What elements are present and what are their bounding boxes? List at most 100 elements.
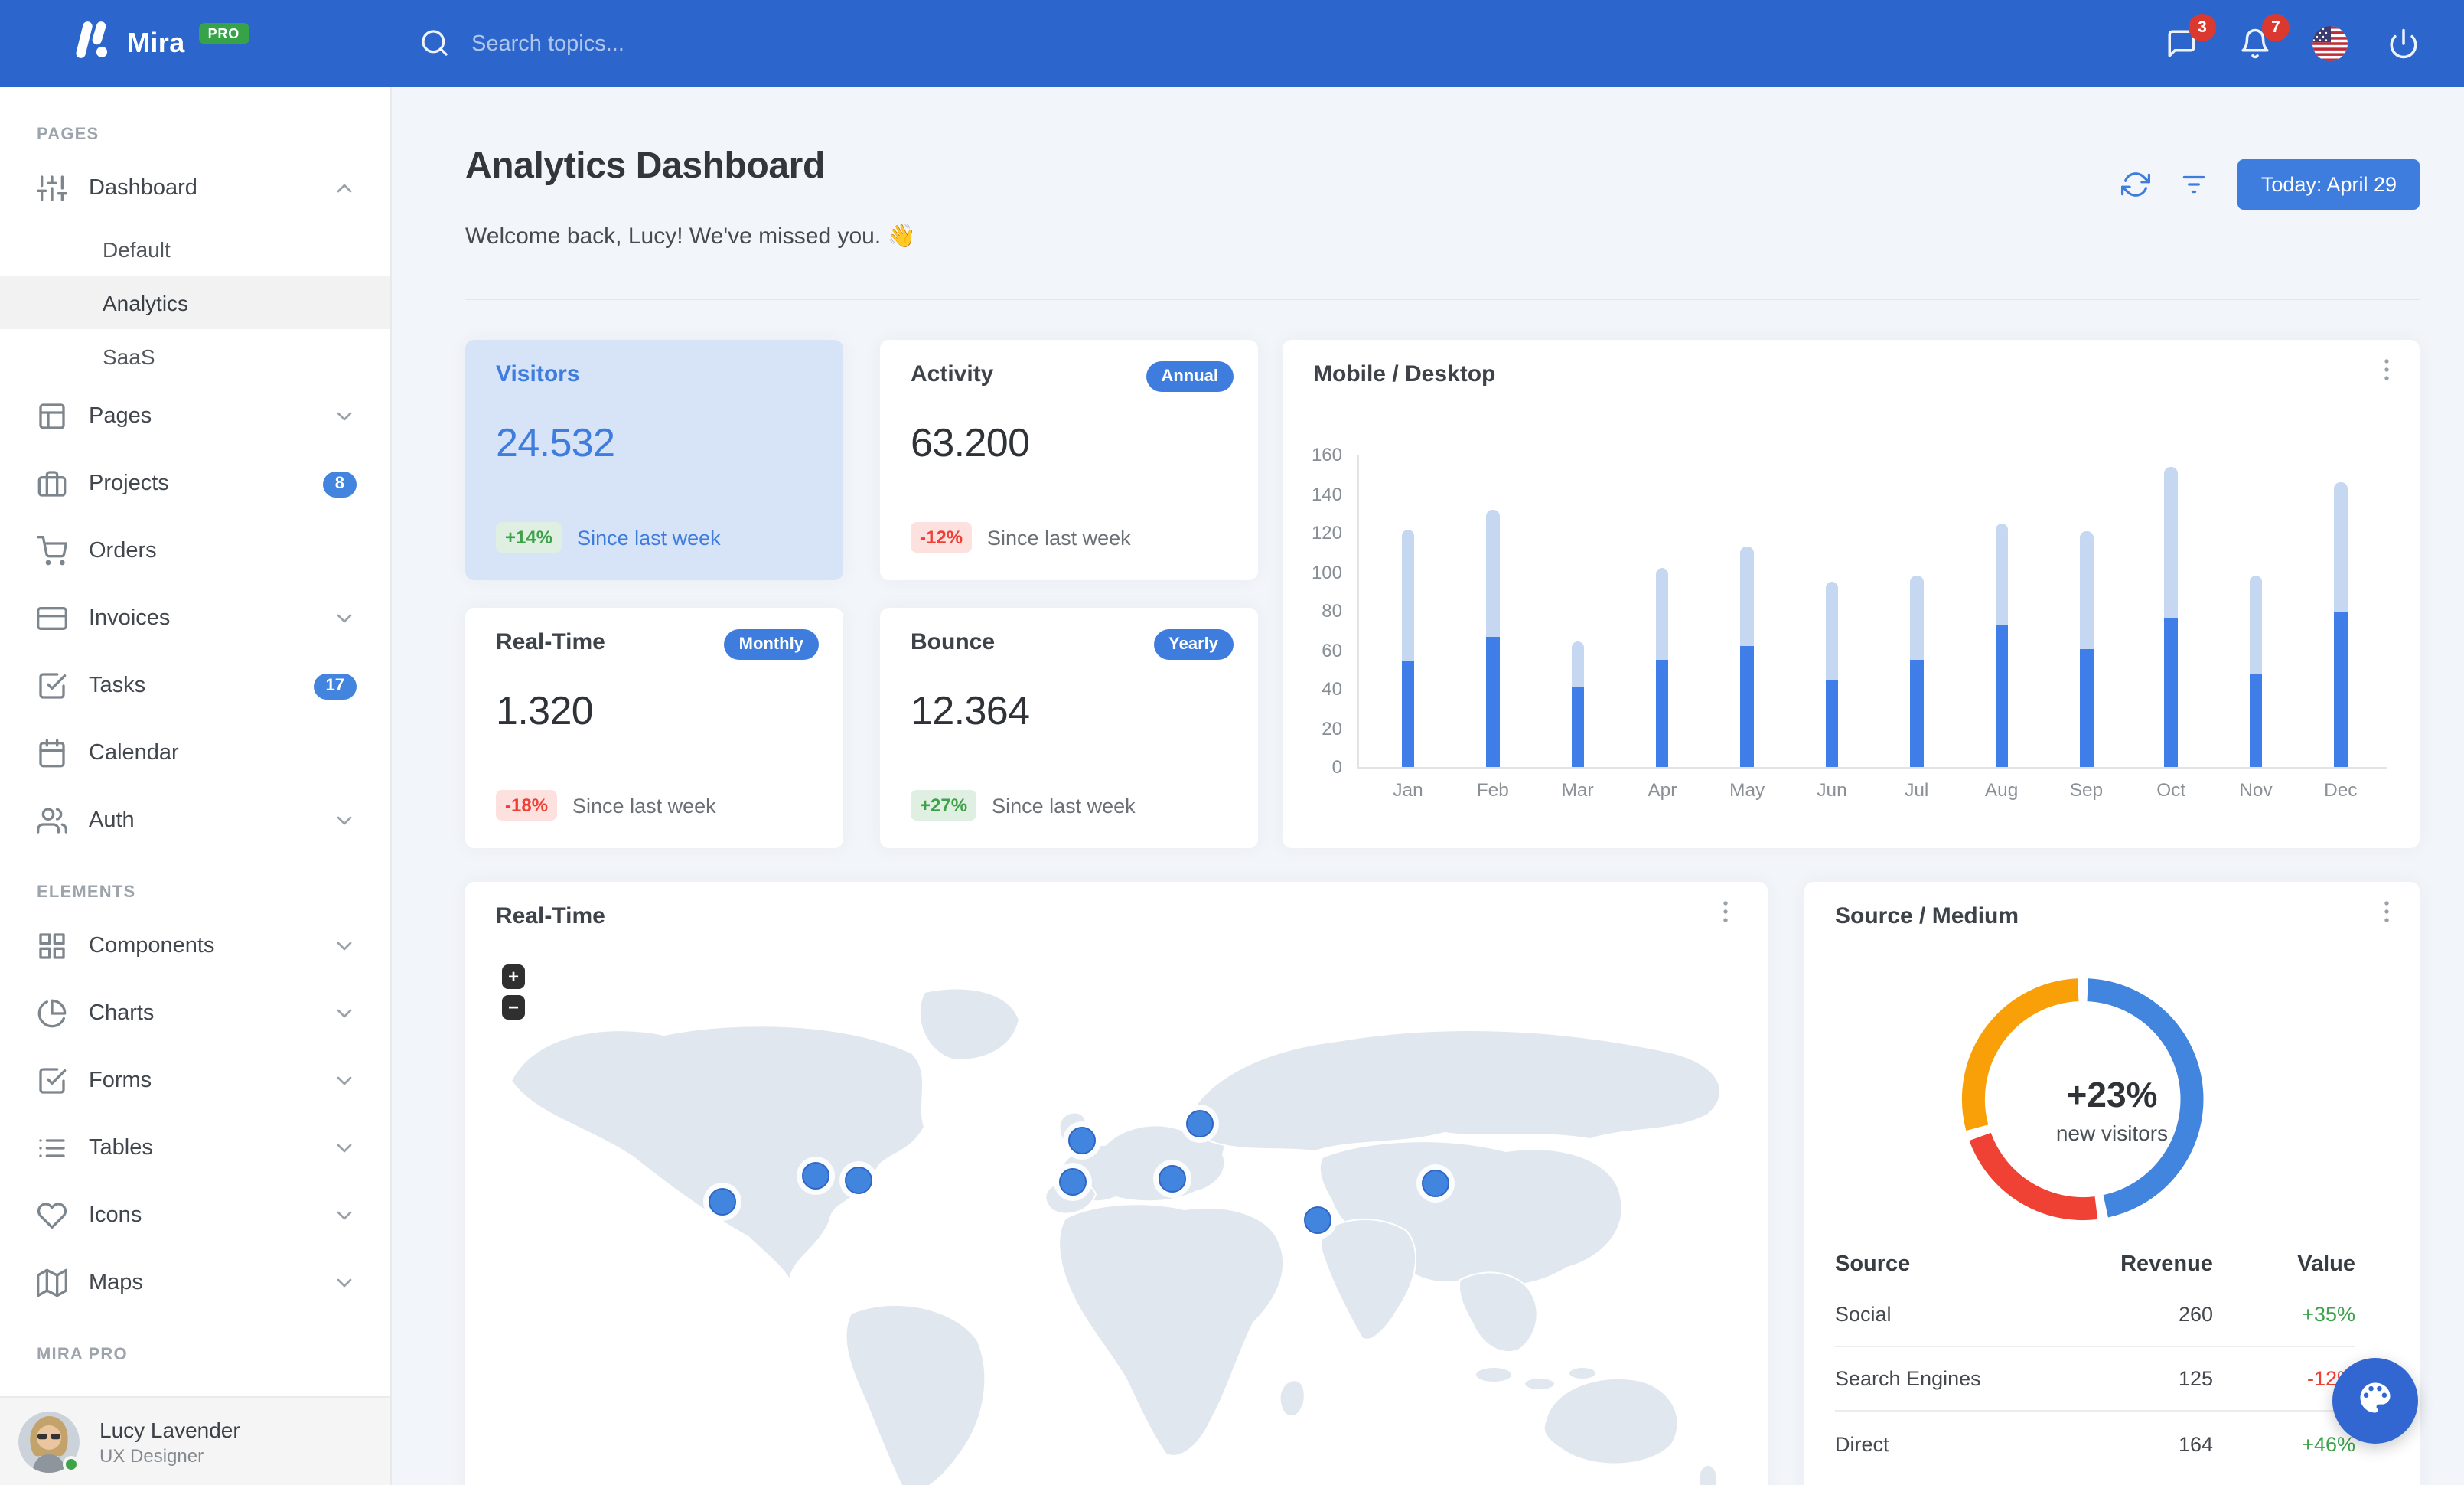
bar-apr[interactable] [1655, 567, 1669, 767]
sidebar-item-projects[interactable]: Projects 8 [0, 450, 390, 517]
stat-title: Real-Time [496, 629, 605, 655]
bar-feb[interactable] [1486, 509, 1500, 767]
map-marker-new-york[interactable] [839, 1161, 878, 1199]
x-axis-label: May [1729, 779, 1765, 801]
donut-slice-direct[interactable] [1961, 978, 2079, 1131]
map-marker-beijing[interactable] [1416, 1164, 1455, 1203]
bar-oct[interactable] [2164, 466, 2178, 767]
stat-card-bounce: Bounce Yearly 12.364 +27% Since last wee… [880, 608, 1258, 848]
donut-slice-search-engines[interactable] [1969, 1132, 2098, 1221]
main-content: Analytics Dashboard Welcome back, Lucy! … [392, 87, 2464, 1485]
world-map[interactable] [465, 974, 1768, 1485]
chevron-down-icon [332, 808, 357, 833]
sidebar-item-charts[interactable]: Charts [0, 980, 390, 1047]
filter-icon[interactable] [2180, 169, 2211, 200]
sidebar-item-icons[interactable]: Icons [0, 1182, 390, 1249]
us-flag-icon language-button[interactable] [2312, 26, 2348, 61]
sidebar-item-pages[interactable]: Pages [0, 383, 390, 450]
power-button logout-button[interactable] [2387, 27, 2421, 60]
map-marker-london[interactable] [1063, 1121, 1101, 1160]
bar-sep[interactable] [2080, 530, 2093, 767]
bar-nov[interactable] [2249, 576, 2263, 767]
map-marker-istanbul[interactable] [1153, 1160, 1191, 1198]
cell-revenue: 260 [2178, 1303, 2213, 1326]
brand[interactable]: Mira PRO [0, 17, 392, 70]
header-divider [465, 299, 2420, 300]
sidebar-item-orders[interactable]: Orders [0, 517, 390, 585]
map-icon [37, 1268, 68, 1298]
sidebar-section-label: MIRA PRO [37, 1346, 128, 1364]
check-square-icon [37, 671, 67, 701]
more-vertical-icon card-menu-button[interactable] [2372, 897, 2401, 926]
region-india [1320, 1219, 1416, 1340]
sidebar-item-label: Icons [89, 1203, 142, 1228]
sidebar-item-forms[interactable]: Forms [0, 1047, 390, 1115]
continent-africa [1058, 1203, 1285, 1457]
bar-jul[interactable] [1910, 576, 1924, 767]
sidebar-item-label: Dashboard [89, 176, 197, 201]
stat-caption: Since last week [987, 526, 1131, 549]
bar-may[interactable] [1740, 546, 1754, 767]
island-indonesia-1 [1475, 1366, 1513, 1383]
sidebar-item-components[interactable]: Components [0, 912, 390, 980]
briefcase-icon [37, 468, 67, 499]
sidebar-badge: 8 [322, 471, 357, 497]
sidebar-section-label: ELEMENTS [37, 883, 136, 902]
messages-button[interactable]: 3 [2166, 13, 2216, 60]
stat-card-visitors: Visitors 24.532 +14% Since last week [465, 340, 843, 580]
region-se-asia [1459, 1271, 1538, 1353]
continent-south-america [845, 1304, 986, 1485]
search-icon [419, 27, 453, 60]
sidebar-item-label: Tables [89, 1136, 153, 1160]
sidebar-item-maps[interactable]: Maps [0, 1249, 390, 1317]
stat-value: 24.532 [496, 419, 615, 465]
bar-jun[interactable] [1825, 581, 1839, 767]
bar-aug[interactable] [1995, 523, 2009, 767]
map-marker-chicago[interactable] [797, 1157, 835, 1195]
page-title: Analytics Dashboard [465, 145, 825, 187]
refresh-icon[interactable] [2121, 169, 2153, 200]
sidebar-user[interactable]: Lucy Lavender UX Designer [0, 1396, 390, 1485]
bar-mar[interactable] [1571, 641, 1585, 767]
stat-period-badge[interactable]: Annual [1146, 361, 1234, 392]
bar-segment-desktop [1655, 659, 1669, 767]
sidebar-subitem-analytics[interactable]: Analytics [0, 276, 390, 329]
map-zoom-in-button[interactable]: + [502, 964, 525, 989]
sidebar-item-auth[interactable]: Auth [0, 787, 390, 854]
stat-caption: Since last week [572, 794, 716, 817]
stat-delta-chip: -12% [911, 522, 973, 553]
date-range-button[interactable]: Today: April 29 [2237, 159, 2420, 210]
more-vertical-icon card-menu-button[interactable] [2372, 355, 2401, 384]
brand-name: Mira [127, 28, 185, 58]
stat-period-badge[interactable]: Monthly [723, 629, 819, 660]
notifications-button[interactable]: 7 [2239, 13, 2290, 60]
sidebar-subitem-default[interactable]: Default [103, 237, 171, 261]
map-card-title: Real-Time [496, 903, 605, 929]
y-axis-tick: 120 [1311, 522, 1342, 543]
cell-source: Search Engines [1835, 1367, 1981, 1390]
sidebar-item-tasks[interactable]: Tasks 17 [0, 652, 390, 720]
map-marker-madrid[interactable] [1054, 1163, 1092, 1201]
theme-settings-button[interactable] [2332, 1358, 2418, 1444]
map-marker-delhi[interactable] [1299, 1201, 1337, 1239]
more-vertical-icon card-menu-button[interactable] [1711, 897, 1740, 926]
stat-period-badge[interactable]: Yearly [1153, 629, 1234, 660]
x-axis-label: Nov [2239, 779, 2273, 801]
chevron-down-icon [332, 1203, 357, 1228]
map-marker-san-francisco[interactable] [703, 1183, 741, 1221]
sidebar-item-dashboard[interactable]: Dashboard [0, 155, 390, 222]
sidebar-item-tables[interactable]: Tables [0, 1115, 390, 1182]
sidebar-subitem-saas[interactable]: SaaS [103, 344, 155, 368]
bar-dec[interactable] [2334, 481, 2348, 767]
bar-jan[interactable] [1401, 529, 1415, 767]
map-marker-moscow[interactable] [1181, 1105, 1219, 1143]
search-input[interactable] [471, 31, 808, 56]
calendar-icon [37, 738, 67, 769]
map-zoom-out-button[interactable]: − [502, 995, 525, 1020]
bar-segment-mobile [1401, 529, 1415, 662]
sidebar-item-invoices[interactable]: Invoices [0, 585, 390, 652]
bar-segment-desktop [1910, 659, 1924, 767]
sidebar-item-calendar[interactable]: Calendar [0, 720, 390, 787]
donut-slice-social[interactable] [2087, 978, 2204, 1218]
y-axis-tick: 100 [1311, 561, 1342, 583]
